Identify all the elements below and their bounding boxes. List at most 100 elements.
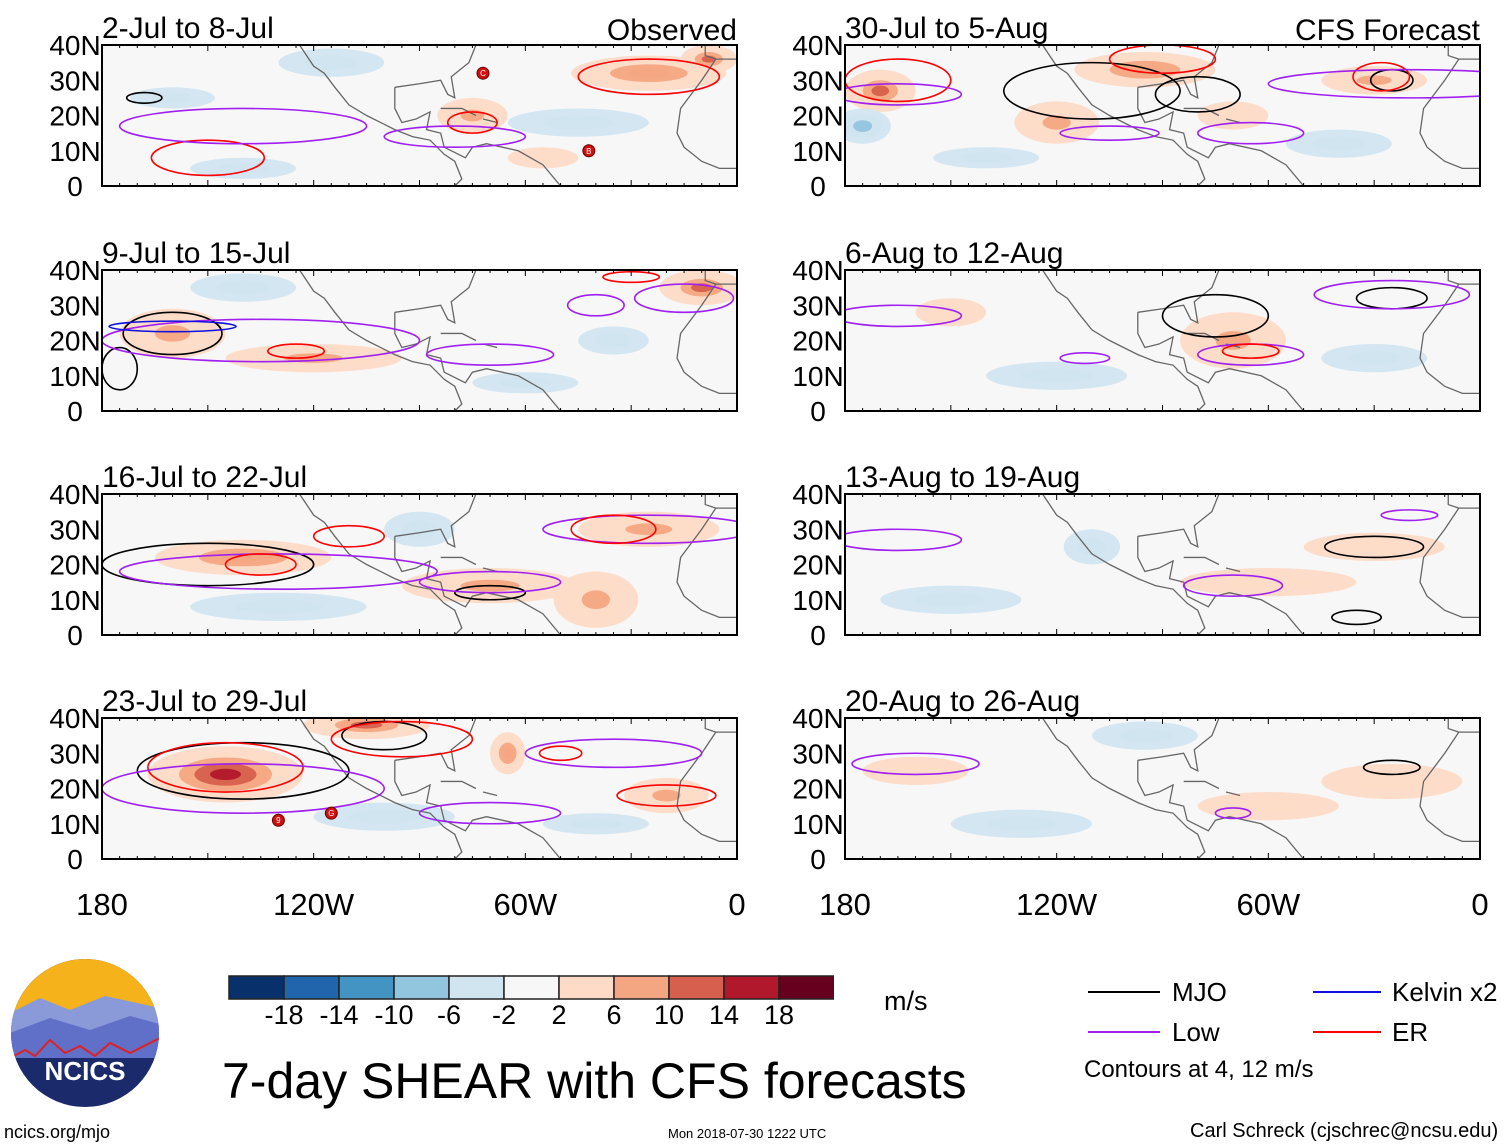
y-tick-label: 40N xyxy=(792,479,843,510)
coastline xyxy=(299,45,463,186)
shear-anomaly-blob xyxy=(234,599,323,614)
low-contour xyxy=(383,125,527,149)
y-tick-label: 20N xyxy=(49,774,100,805)
colorbar-tick-label: -14 xyxy=(319,1000,359,1030)
er-contour xyxy=(1108,45,1217,74)
panel-title: 6-Aug to 12-Aug xyxy=(845,237,1063,270)
coastline xyxy=(394,312,562,411)
colorbar-swatch xyxy=(448,975,505,1000)
y-tick-label: 0 xyxy=(810,620,826,651)
mjo-contour xyxy=(1002,61,1181,120)
er-contour xyxy=(1352,61,1411,92)
low-contour xyxy=(633,283,735,314)
er-contour xyxy=(150,139,266,177)
y-tick-label: 20N xyxy=(49,326,100,357)
y-tick-label: 10N xyxy=(49,585,100,616)
low-contour xyxy=(542,514,737,545)
y-tick-label: 30N xyxy=(49,514,100,545)
y-tick-label: 40N xyxy=(49,703,100,734)
er-contour xyxy=(147,741,304,793)
coastline xyxy=(394,270,477,325)
site-link[interactable]: ncics.org/mjo xyxy=(4,1122,111,1142)
panel-label: CFS Forecast xyxy=(1295,14,1481,47)
colorbar-swatch xyxy=(393,975,450,1000)
panel-content xyxy=(845,718,1480,859)
low-contour xyxy=(845,82,963,106)
y-tick-label: 0 xyxy=(67,171,83,202)
coastline xyxy=(440,780,477,790)
contour-note: Contours at 4, 12 m/s xyxy=(1084,1056,1314,1083)
low-contour xyxy=(118,553,438,590)
panel-title: 30-Jul to 5-Aug xyxy=(845,12,1048,45)
shear-anomaly-blob xyxy=(915,592,987,607)
y-tick-label: 10N xyxy=(49,809,100,840)
coastline xyxy=(676,45,737,170)
legend-er: ER xyxy=(1392,1017,1429,1047)
panel-title: 2-Jul to 8-Jul xyxy=(102,12,274,45)
y-tick-label: 0 xyxy=(810,396,826,427)
y-tick-label: 0 xyxy=(67,396,83,427)
colorbar-swatch xyxy=(613,975,670,1000)
shear-anomaly-blob xyxy=(569,818,623,830)
kelvin-contour xyxy=(108,320,237,333)
colorbar xyxy=(228,975,834,1000)
colorbar-swatch xyxy=(338,975,395,1000)
low-contour xyxy=(851,752,980,776)
y-tick-label: 20N xyxy=(792,326,843,357)
y-tick-label: 0 xyxy=(67,844,83,875)
panel-content xyxy=(102,494,737,635)
low-contour xyxy=(418,801,562,825)
coastline xyxy=(299,270,463,411)
panel-title: 13-Aug to 19-Aug xyxy=(845,461,1080,494)
map-panel: 30-Jul to 5-Aug CFS Forecast 40N 30N 20N 10N 0 xyxy=(792,12,1481,202)
shear-anomaly-blob xyxy=(154,325,191,342)
legend-low-line xyxy=(1088,1031,1160,1033)
y-tick-label: 30N xyxy=(792,514,843,545)
coastline xyxy=(1419,494,1480,619)
low-contour xyxy=(524,738,703,769)
shear-anomaly-blob xyxy=(1347,351,1401,366)
coastline xyxy=(440,107,477,117)
low-contour xyxy=(102,318,421,363)
y-tick-label: 10N xyxy=(792,585,843,616)
coastline xyxy=(1183,107,1220,117)
low-contour xyxy=(1267,68,1480,99)
shear-anomaly-blob xyxy=(216,280,270,295)
legend-mjo: MJO xyxy=(1172,977,1227,1007)
legend-kelvin-line xyxy=(1313,991,1381,993)
mjo-contour xyxy=(1362,759,1421,776)
shear-anomaly-blob xyxy=(871,85,890,97)
low-contour xyxy=(566,293,625,317)
svg-text:NCICS: NCICS xyxy=(45,1056,126,1086)
background xyxy=(845,270,1480,411)
x-tick-label: 0 xyxy=(728,887,745,922)
coastline xyxy=(440,332,477,342)
y-tick-label: 10N xyxy=(792,136,843,167)
coastline xyxy=(1183,332,1220,342)
shear-anomaly-blob xyxy=(304,55,358,70)
x-tick-label: 60W xyxy=(1236,887,1300,922)
legend-er-line xyxy=(1313,1031,1381,1033)
coastline xyxy=(676,270,737,395)
y-tick-label: 20N xyxy=(792,101,843,132)
ncics-logo: NCICS xyxy=(11,959,159,1107)
panel-content: 9G xyxy=(102,718,737,859)
coastline xyxy=(1042,45,1206,186)
colorbar-swatch xyxy=(723,975,780,1000)
timestamp: Mon 2018-07-30 1222 UTC xyxy=(668,1126,827,1141)
coastline xyxy=(1225,791,1241,797)
er-contour xyxy=(845,58,952,103)
er-contour xyxy=(224,553,297,576)
shear-anomaly-blob xyxy=(1224,575,1313,590)
storm-marker xyxy=(476,66,490,80)
shear-anomaly-blob xyxy=(498,377,552,389)
shear-anomaly-blob xyxy=(1233,799,1304,814)
low-contour xyxy=(1380,509,1439,522)
coastline xyxy=(1137,494,1220,549)
y-tick-label: 40N xyxy=(792,703,843,734)
